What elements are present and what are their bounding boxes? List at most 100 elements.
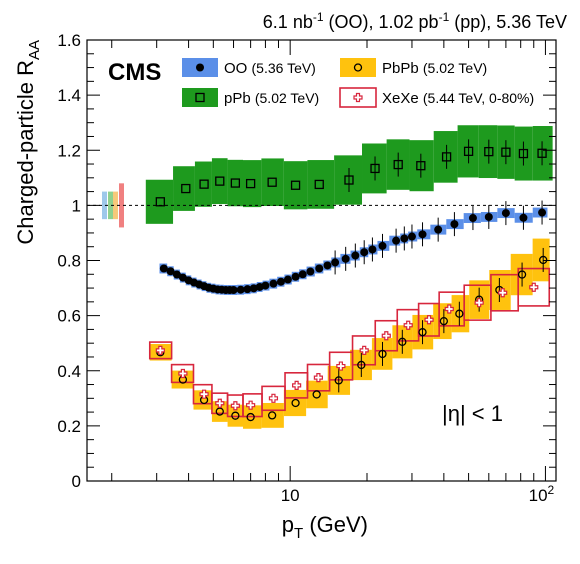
ppb-band — [307, 160, 335, 209]
axes: 0 0.2 0.4 0.6 0.8 1 1.2 1.4 1.6 10 102 — [57, 31, 556, 505]
normalization-uncertainty-boxes — [102, 183, 124, 228]
ppb-point — [501, 147, 511, 157]
xexe-box — [328, 351, 354, 381]
oo-point — [306, 267, 315, 276]
xexe-point — [498, 288, 508, 298]
oo-point — [392, 236, 401, 245]
legend-marker — [353, 92, 363, 103]
ppb-point — [155, 197, 165, 207]
pbpb-point — [334, 376, 343, 385]
pbpb-band — [306, 380, 328, 409]
legend-marker — [195, 92, 205, 103]
legend-marker — [196, 63, 204, 72]
pbpb-point — [357, 360, 366, 370]
ppb-band — [211, 158, 228, 205]
ppb-band — [334, 155, 363, 205]
oo-point — [276, 277, 285, 286]
oo-point — [229, 285, 238, 294]
oo-point — [538, 208, 547, 217]
oo-point — [159, 264, 168, 273]
ppb-point — [463, 146, 474, 157]
pbpb-point — [455, 309, 464, 318]
xexe-point — [230, 401, 240, 411]
ppb-point — [245, 178, 256, 189]
y-tick-label: 0.4 — [57, 362, 81, 381]
pbpb-point — [378, 349, 387, 359]
ppb-point — [484, 146, 494, 157]
xexe-point — [529, 282, 539, 292]
oo-point — [434, 225, 443, 234]
experiment-label: CMS — [108, 59, 161, 86]
legend: OO (5.36 TeV) PbPb (5.02 TeV) pPb (5.02 Te… — [182, 58, 534, 108]
ppb-band — [409, 140, 434, 192]
pbpb-point — [231, 411, 240, 420]
ppb-point — [215, 176, 225, 186]
ppb-point — [314, 179, 324, 190]
oo-point — [519, 213, 528, 222]
pbpb-point — [267, 411, 277, 420]
y-tick-label: 0 — [72, 472, 81, 491]
xexe-point — [444, 304, 454, 314]
ppb-point — [290, 180, 301, 190]
oo-point — [368, 245, 377, 254]
pbpb-point — [246, 412, 255, 422]
data-markers — [155, 139, 548, 422]
legend-entry-xexe: XeXe (5.44 TeV, 0-80%) — [339, 87, 534, 108]
pbpb-point — [517, 270, 527, 279]
xexe-point — [474, 298, 484, 308]
legend-entry-pbpb: PbPb (5.02 TeV) — [340, 58, 487, 77]
norm-box — [113, 191, 118, 220]
pbpb-band — [433, 303, 452, 340]
y-tick-label: 1.4 — [57, 86, 81, 105]
xexe-point — [268, 393, 279, 403]
legend-entry-oo: OO (5.36 TeV) — [182, 58, 316, 77]
y-axis-title: Charged-particle RAA — [13, 40, 43, 245]
ppb-point — [230, 178, 241, 188]
pbpb-band — [261, 402, 284, 428]
oo-point — [298, 270, 307, 279]
y-tick-label: 1.2 — [57, 141, 81, 160]
legend-label: PbPb (5.02 TeV) — [382, 60, 487, 77]
y-tick-label: 1 — [72, 196, 81, 215]
ppb-band — [242, 160, 262, 208]
oo-point — [172, 270, 181, 279]
xexe-point — [199, 389, 209, 399]
pbpb-point — [398, 337, 407, 346]
pbpb-band — [171, 370, 194, 389]
y-tick-label: 0.2 — [57, 417, 81, 436]
xexe-point — [359, 345, 369, 355]
oo-point — [450, 220, 459, 229]
eta-annotation: |η| < 1 — [442, 401, 503, 426]
y-tick-label: 0.8 — [57, 252, 81, 271]
oo-point — [236, 285, 245, 294]
oo-point — [269, 279, 278, 288]
oo-point — [315, 264, 324, 273]
pbpb-point — [439, 316, 449, 326]
y-tick-label: 0.6 — [57, 307, 81, 326]
legend-marker — [353, 63, 363, 72]
oo-point — [400, 234, 409, 243]
ppb-point — [416, 161, 426, 171]
ppb-band — [173, 166, 195, 211]
xexe-point — [155, 345, 165, 355]
pbpb-point — [312, 390, 321, 399]
pbpb-band — [211, 401, 228, 422]
oo-point — [283, 275, 292, 284]
xexe-box — [170, 363, 195, 384]
norm-box — [119, 183, 124, 228]
xexe-point — [336, 361, 346, 371]
oo-point — [351, 251, 360, 260]
legend-label: OO (5.36 TeV) — [224, 60, 316, 77]
xexe-box — [517, 267, 551, 307]
pbpb-band — [489, 270, 511, 310]
pbpb-band — [532, 238, 550, 282]
ppb-band — [261, 158, 284, 207]
ppb-point — [518, 148, 529, 159]
luminosity-label: 6.1 nb-1 (OO), 1.02 pb-1 (pp), 5.36 TeV — [263, 10, 567, 32]
oo-point — [378, 241, 387, 250]
xexe-point — [313, 373, 323, 383]
ppb-point — [267, 177, 277, 187]
ppb-point — [370, 163, 380, 174]
ppb-point — [537, 148, 547, 158]
